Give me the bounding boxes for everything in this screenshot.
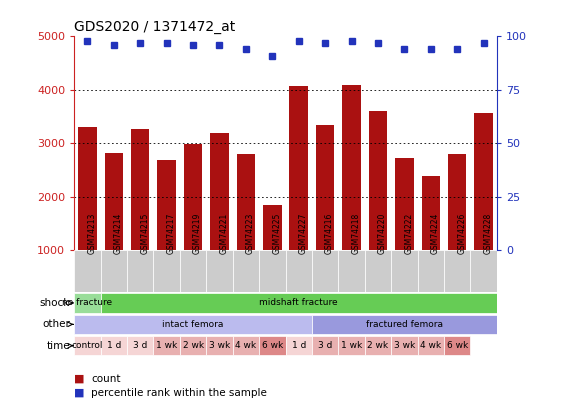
Bar — [78, 127, 96, 304]
FancyBboxPatch shape — [312, 315, 497, 334]
Text: percentile rank within the sample: percentile rank within the sample — [91, 388, 267, 398]
FancyBboxPatch shape — [444, 336, 471, 355]
Bar — [184, 145, 202, 304]
Text: shock: shock — [39, 298, 70, 308]
Text: 1 d: 1 d — [292, 341, 306, 350]
Text: 1 d: 1 d — [107, 341, 121, 350]
FancyBboxPatch shape — [365, 336, 391, 355]
Text: 3 wk: 3 wk — [394, 341, 415, 350]
Text: GSM74213: GSM74213 — [87, 213, 96, 254]
FancyBboxPatch shape — [154, 250, 180, 292]
FancyBboxPatch shape — [74, 336, 100, 355]
FancyBboxPatch shape — [206, 336, 233, 355]
FancyBboxPatch shape — [259, 336, 286, 355]
FancyBboxPatch shape — [74, 293, 100, 313]
Text: control: control — [72, 341, 103, 350]
FancyBboxPatch shape — [417, 336, 444, 355]
Text: GSM74224: GSM74224 — [431, 213, 440, 254]
Text: 3 d: 3 d — [133, 341, 147, 350]
Text: 4 wk: 4 wk — [420, 341, 441, 350]
Text: 2 wk: 2 wk — [183, 341, 204, 350]
Text: 6 wk: 6 wk — [262, 341, 283, 350]
Text: GSM74220: GSM74220 — [378, 213, 387, 254]
Text: GSM74223: GSM74223 — [246, 213, 255, 254]
FancyBboxPatch shape — [180, 336, 206, 355]
Bar — [158, 160, 176, 304]
FancyBboxPatch shape — [338, 250, 365, 292]
Text: 6 wk: 6 wk — [447, 341, 468, 350]
Text: ■: ■ — [74, 388, 85, 398]
FancyBboxPatch shape — [417, 250, 444, 292]
FancyBboxPatch shape — [74, 250, 100, 292]
Bar — [210, 133, 229, 304]
Text: GSM74226: GSM74226 — [457, 213, 466, 254]
Text: GSM74217: GSM74217 — [167, 213, 176, 254]
FancyBboxPatch shape — [100, 293, 497, 313]
Bar — [131, 129, 150, 304]
Text: 3 wk: 3 wk — [209, 341, 230, 350]
Text: GSM74214: GSM74214 — [114, 213, 123, 254]
Text: midshaft fracture: midshaft fracture — [259, 298, 338, 307]
FancyBboxPatch shape — [100, 336, 127, 355]
FancyBboxPatch shape — [444, 250, 471, 292]
FancyBboxPatch shape — [233, 336, 259, 355]
Bar — [236, 154, 255, 304]
Bar — [104, 153, 123, 304]
Bar — [342, 85, 361, 304]
Text: no fracture: no fracture — [62, 298, 112, 307]
FancyBboxPatch shape — [338, 336, 365, 355]
Text: intact femora: intact femora — [162, 320, 224, 329]
Text: fractured femora: fractured femora — [366, 320, 443, 329]
Text: GSM74221: GSM74221 — [219, 213, 228, 254]
FancyBboxPatch shape — [206, 250, 233, 292]
Bar — [395, 158, 413, 304]
FancyBboxPatch shape — [74, 315, 312, 334]
Text: GSM74216: GSM74216 — [325, 213, 334, 254]
FancyBboxPatch shape — [127, 250, 154, 292]
Text: GSM74222: GSM74222 — [404, 213, 413, 254]
Text: GSM74218: GSM74218 — [352, 213, 360, 254]
Text: GSM74219: GSM74219 — [193, 213, 202, 254]
FancyBboxPatch shape — [391, 250, 417, 292]
Text: other: other — [42, 319, 70, 329]
FancyBboxPatch shape — [127, 336, 154, 355]
Text: 1 wk: 1 wk — [156, 341, 177, 350]
FancyBboxPatch shape — [154, 336, 180, 355]
FancyBboxPatch shape — [471, 250, 497, 292]
Text: time: time — [46, 341, 70, 351]
FancyBboxPatch shape — [233, 250, 259, 292]
FancyBboxPatch shape — [365, 250, 391, 292]
Bar — [263, 205, 282, 304]
FancyBboxPatch shape — [312, 250, 338, 292]
FancyBboxPatch shape — [259, 250, 286, 292]
Bar — [475, 113, 493, 304]
Text: 1 wk: 1 wk — [341, 341, 362, 350]
Bar — [316, 125, 335, 304]
Text: 2 wk: 2 wk — [367, 341, 388, 350]
Text: GSM74225: GSM74225 — [272, 213, 282, 254]
Bar — [448, 154, 467, 304]
FancyBboxPatch shape — [312, 336, 338, 355]
Text: 4 wk: 4 wk — [235, 341, 256, 350]
Text: GSM74228: GSM74228 — [484, 213, 493, 254]
FancyBboxPatch shape — [286, 336, 312, 355]
Bar — [369, 111, 387, 304]
FancyBboxPatch shape — [100, 250, 127, 292]
Text: GSM74227: GSM74227 — [299, 213, 308, 254]
Text: count: count — [91, 374, 121, 384]
Bar — [421, 177, 440, 304]
FancyBboxPatch shape — [180, 250, 206, 292]
Text: ■: ■ — [74, 374, 85, 384]
FancyBboxPatch shape — [391, 336, 417, 355]
Text: GDS2020 / 1371472_at: GDS2020 / 1371472_at — [74, 20, 235, 34]
FancyBboxPatch shape — [286, 250, 312, 292]
Text: GSM74215: GSM74215 — [140, 213, 149, 254]
Text: 3 d: 3 d — [318, 341, 332, 350]
Bar — [289, 85, 308, 304]
